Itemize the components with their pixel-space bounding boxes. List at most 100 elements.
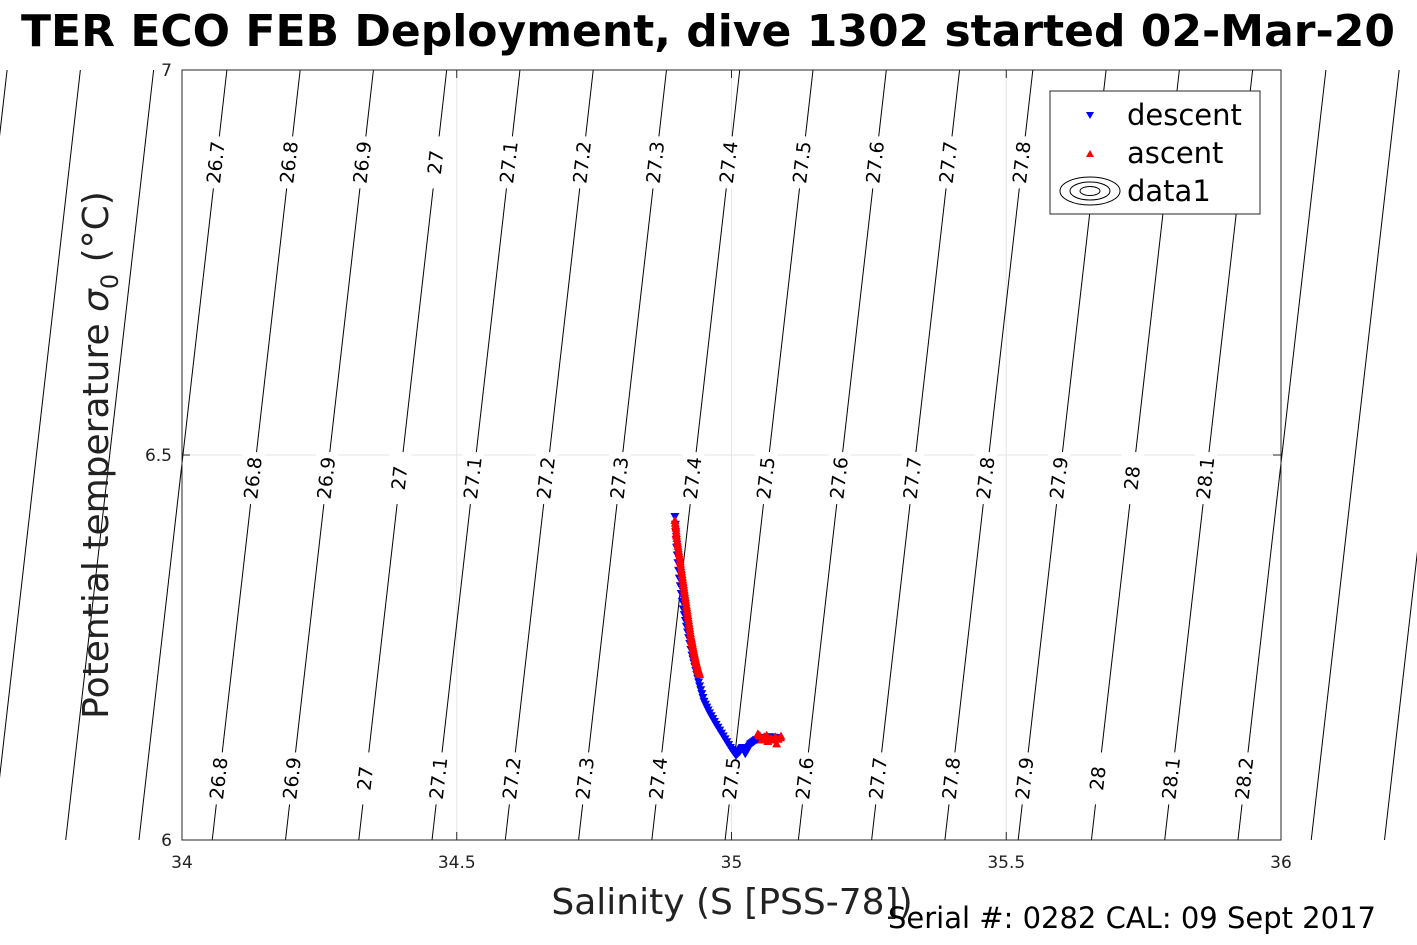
ascent-marker [776, 731, 786, 740]
contour-label: 27 [354, 765, 379, 792]
contour-label-bg [1048, 452, 1071, 505]
contour-label: 27.4 [646, 756, 673, 801]
ascent-marker [762, 730, 772, 739]
contour-label: 27.8 [1009, 140, 1036, 185]
data-series [670, 513, 786, 760]
contour-label-bg [755, 452, 778, 505]
contour-label: 28 [1086, 765, 1111, 792]
contour-label: 27.2 [533, 456, 560, 501]
contour-label-bg [242, 452, 265, 505]
legend-descent-label: descent [1127, 98, 1242, 132]
x-tick-label: 36 [1270, 853, 1292, 873]
legend-descent-marker [1086, 112, 1094, 119]
contour-label-bg [208, 752, 231, 805]
isopycnal-line [1384, 551, 1417, 841]
contour-label-bg [1011, 136, 1034, 189]
contour-label: 26.9 [350, 140, 377, 185]
legend-data1-label: data1 [1127, 174, 1211, 208]
contour-label-bg [608, 452, 631, 505]
contour-label: 26.8 [206, 756, 233, 801]
contour-label-bg [864, 136, 887, 189]
contour-label-bg [1014, 752, 1037, 805]
contour-label-bg [975, 452, 998, 505]
isopycnal-line [65, 69, 155, 841]
contour-label: 27.7 [936, 140, 963, 185]
legend-ascent-label: ascent [1127, 136, 1223, 170]
contour-label-bg [428, 752, 451, 805]
contour-label: 28.2 [1232, 756, 1259, 801]
contour-label: 28 [1120, 465, 1145, 492]
contour-label-bg [389, 452, 412, 505]
contour-label: 27.4 [716, 140, 743, 185]
contour-label-bg [718, 136, 741, 189]
isopycnal-line [1237, 69, 1327, 841]
contour-label: 27.1 [426, 756, 453, 801]
legend-ascent-marker [1086, 150, 1094, 157]
serial-cal-footer: Serial #: 0282 CAL: 09 Sept 2017 [888, 901, 1376, 935]
legend-contour-icon [1059, 176, 1121, 206]
contour-label-bg [647, 752, 670, 805]
contour-label-bg [1234, 752, 1257, 805]
contour-label-bg [425, 136, 448, 189]
density-contour-labels: 26.7 26.8 26.9 27 27.1 27.2 27.3 27.4 27.5 27.6 27… [203, 136, 1259, 805]
x-tick-label: 35.5 [987, 853, 1025, 873]
contour-label-bg [205, 136, 228, 189]
contour-label-bg [828, 452, 851, 505]
contour-label-bg [278, 136, 301, 189]
contour-label: 28.1 [1193, 456, 1220, 501]
contour-label: 26.8 [276, 140, 303, 185]
contour-label-bg [644, 136, 667, 189]
y-axis-label-subscript: 0 [96, 274, 124, 289]
contour-label: 27.3 [572, 756, 599, 801]
contour-label: 27.6 [826, 456, 853, 501]
axis-ticks: 34 34.5 35 35.5 36 6 6.5 7 [145, 61, 1292, 873]
contour-label: 27.8 [939, 756, 966, 801]
y-tick-label: 6.5 [145, 446, 172, 466]
contour-label: 27.3 [643, 140, 670, 185]
contour-label-bg [1121, 452, 1144, 505]
x-tick-label: 34.5 [438, 853, 476, 873]
y-axis-label-sigma: σ [76, 288, 117, 312]
contour-label: 27 [424, 149, 449, 176]
contour-label-bg [498, 136, 521, 189]
contour-label-bg [315, 452, 338, 505]
contour-label-bg [1087, 752, 1110, 805]
contour-label: 27.2 [499, 756, 526, 801]
x-tick-label: 35 [721, 853, 743, 873]
contour-label-bg [1160, 752, 1183, 805]
grid-lines [182, 70, 1281, 840]
contour-label: 27.5 [789, 140, 816, 185]
contour-label: 27.5 [753, 456, 780, 501]
x-tick-label: 34 [171, 853, 193, 873]
contour-label-bg [574, 752, 597, 805]
contour-label-bg [535, 452, 558, 505]
isopycnal-line [1310, 69, 1400, 841]
contour-label: 27.2 [569, 140, 596, 185]
y-axis-label-main: Potential temperature [76, 312, 117, 719]
contour-label-bg [501, 752, 524, 805]
contour-label: 27.7 [865, 756, 892, 801]
ascent-marker [695, 669, 705, 679]
contour-label: 27.8 [973, 456, 1000, 501]
contour-label-bg [462, 452, 485, 505]
contour-label: 27.6 [862, 140, 889, 185]
contour-label: 27.7 [900, 456, 927, 501]
contour-label: 26.8 [240, 456, 267, 501]
x-axis-label: Salinity (S [PSS-78]) [551, 882, 912, 923]
contour-label: 27.1 [496, 140, 523, 185]
contour-label: 27.5 [719, 756, 746, 801]
contour-label: 27.9 [1046, 456, 1073, 501]
contour-label-bg [867, 752, 890, 805]
contour-label: 26.9 [279, 756, 306, 801]
legend: descent ascent data1 [1049, 90, 1261, 215]
contour-label: 27.6 [792, 756, 819, 801]
contour-label-bg [351, 136, 374, 189]
y-tick-label: 7 [161, 61, 172, 81]
contour-label-bg [794, 752, 817, 805]
y-axis-label-unit: (°C) [76, 191, 117, 274]
contour-label-bg [1195, 452, 1218, 505]
y-axis-label: Potential temperature σ0 (°C) [76, 191, 124, 719]
contour-label-bg [721, 752, 744, 805]
contour-label: 28.1 [1158, 756, 1185, 801]
